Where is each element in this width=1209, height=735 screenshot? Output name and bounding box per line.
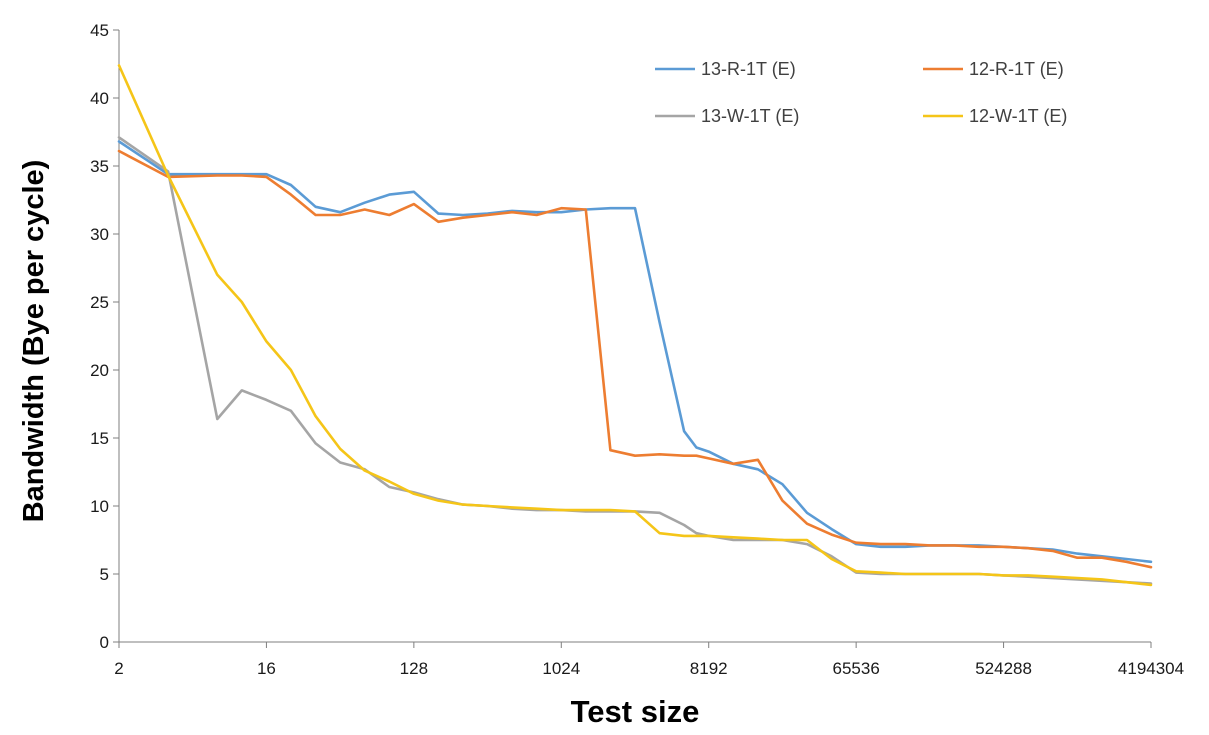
y-tick-label: 40 bbox=[90, 89, 109, 108]
series-lines bbox=[117, 64, 1153, 587]
x-tick-label: 65536 bbox=[833, 659, 880, 678]
x-tick-label: 8192 bbox=[690, 659, 728, 678]
x-tick-label: 2 bbox=[114, 659, 123, 678]
legend-label: 13-R-1T (E) bbox=[701, 59, 796, 79]
y-tick-label: 10 bbox=[90, 497, 109, 516]
y-tick-label: 30 bbox=[90, 225, 109, 244]
y-tick-label: 35 bbox=[90, 157, 109, 176]
y-tick-label: 20 bbox=[90, 361, 109, 380]
x-axis-title: Test size bbox=[571, 694, 700, 729]
x-tick-label: 128 bbox=[400, 659, 428, 678]
y-axis-title: Bandwidth (Bye per cycle) bbox=[18, 160, 50, 523]
x-tick-label: 1024 bbox=[542, 659, 580, 678]
y-tick-label: 25 bbox=[90, 293, 109, 312]
series-line-4 bbox=[117, 64, 1153, 587]
y-tick-label: 0 bbox=[100, 633, 109, 652]
series-line-3 bbox=[117, 136, 1153, 585]
legend: 13-R-1T (E) 12-R-1T (E) 13-W-1T (E) 12-W-1T… bbox=[655, 59, 1067, 126]
legend-label: 12-R-1T (E) bbox=[969, 59, 1064, 79]
legend-label: 12-W-1T (E) bbox=[969, 106, 1067, 126]
series-line-2 bbox=[117, 149, 1153, 569]
axes bbox=[118, 30, 1151, 643]
x-tick-label: 524288 bbox=[975, 659, 1032, 678]
x-ticks: 2 16 128 1024 8192 65536 524288 4194304 bbox=[114, 642, 1184, 678]
legend-label: 13-W-1T (E) bbox=[701, 106, 799, 126]
y-ticks: 0 5 10 15 20 25 30 35 40 45 bbox=[90, 21, 119, 652]
y-tick-label: 45 bbox=[90, 21, 109, 40]
y-tick-label: 15 bbox=[90, 429, 109, 448]
x-tick-label: 4194304 bbox=[1118, 659, 1184, 678]
y-tick-label: 5 bbox=[100, 565, 109, 584]
x-tick-label: 16 bbox=[257, 659, 276, 678]
